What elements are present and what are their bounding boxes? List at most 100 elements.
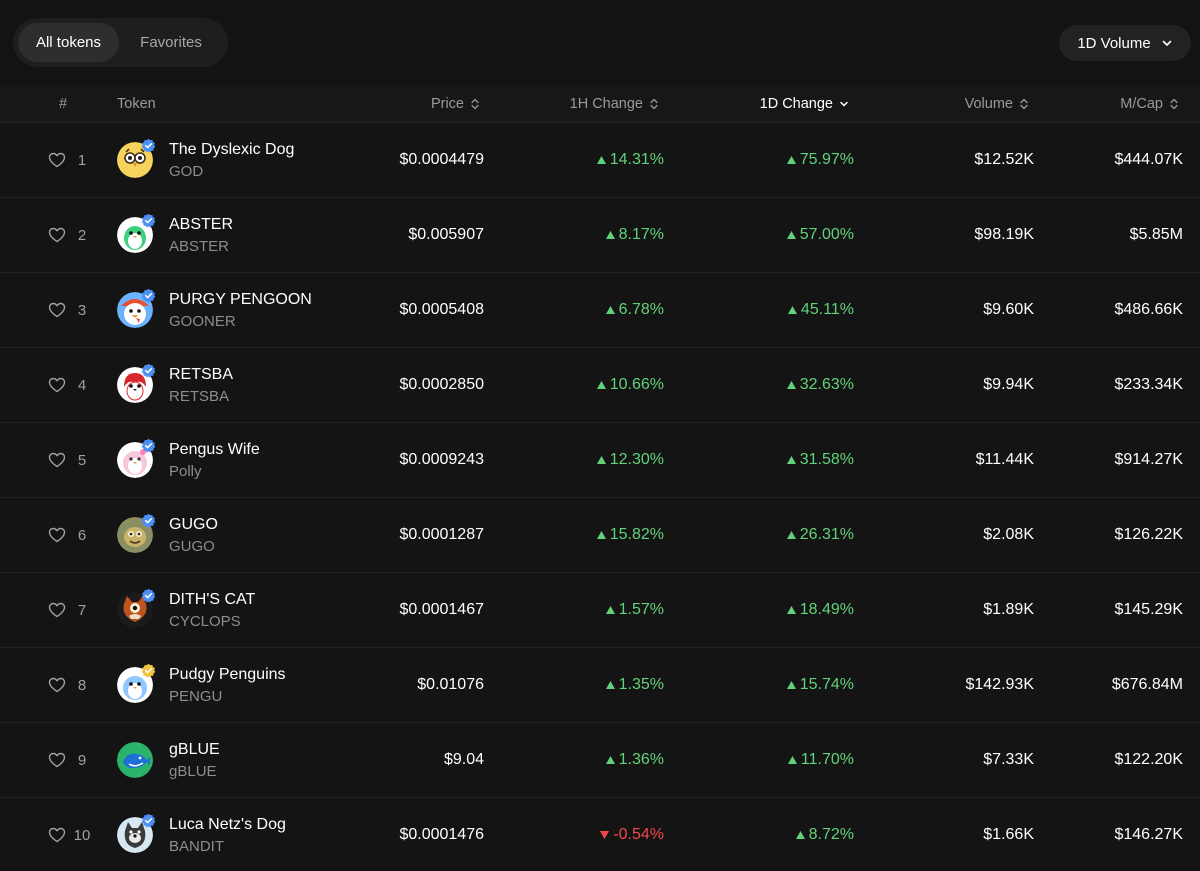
table-row[interactable]: 1 The Dyslexic Dog GOD $0.0004479 14.31% 75.9…	[0, 123, 1200, 198]
favorite-button[interactable]	[46, 273, 68, 347]
token-symbol: CYCLOPS	[169, 612, 241, 630]
column-price-label: Price	[430, 96, 464, 112]
change-1h: 15.82%	[514, 498, 664, 572]
column-mcap[interactable]: M/Cap	[1120, 85, 1179, 123]
token-info[interactable]: Luca Netz's Dog BANDIT	[169, 798, 369, 871]
token-avatar	[117, 138, 156, 178]
favorite-button[interactable]	[46, 723, 68, 797]
triangle-up-icon	[605, 606, 615, 614]
change-1d-value: 75.97%	[799, 151, 854, 168]
favorite-button[interactable]	[46, 198, 68, 272]
triangle-up-icon	[786, 156, 796, 164]
heart-icon	[48, 527, 66, 543]
change-1h: 6.78%	[514, 273, 664, 347]
token-info[interactable]: gBLUE gBLUE	[169, 723, 369, 797]
token-info[interactable]: PURGY PENGOON GOONER	[169, 273, 369, 347]
heart-icon	[48, 452, 66, 468]
token-volume: $1.66K	[983, 826, 1034, 843]
token-avatar-cell	[117, 798, 156, 871]
blue-penguin-icon	[117, 667, 153, 703]
sort-icon	[650, 98, 658, 110]
token-price: $0.0001476	[399, 826, 484, 843]
token-info[interactable]: RETSBA RETSBA	[169, 348, 369, 422]
token-avatar-cell	[117, 273, 156, 347]
token-symbol: ABSTER	[169, 237, 230, 255]
volume-select-label: 1D Volume	[1077, 34, 1151, 52]
token-info[interactable]: GUGO GUGO	[169, 498, 369, 572]
triangle-down-icon	[600, 831, 610, 839]
token-volume: $1.89K	[983, 601, 1034, 618]
token-name: RETSBA	[169, 365, 234, 383]
token-symbol: GOD	[169, 162, 204, 180]
rank-number: 10	[73, 826, 91, 844]
triangle-up-icon	[787, 306, 797, 314]
table-row[interactable]: 7 DITH'S CAT CYCLOPS $0.0001467 1.57% 18.49% $…	[0, 573, 1200, 648]
token-price: $0.0001287	[399, 526, 484, 543]
favorite-button[interactable]	[46, 648, 68, 722]
token-symbol: GUGO	[169, 537, 215, 555]
favorite-button[interactable]	[46, 573, 68, 647]
change-1d-value: 26.31%	[799, 526, 854, 543]
table-row[interactable]: 9 gBLUE gBLUE $9.04 1.36% 11.70% $7.33K $122.20…	[0, 723, 1200, 798]
change-1h: 12.30%	[514, 423, 664, 497]
table-row[interactable]: 4 RETSBA RETSBA $0.0002850 10.66% 32.63% $9.94…	[0, 348, 1200, 423]
heart-icon	[48, 827, 66, 843]
sort-icon	[1170, 98, 1178, 110]
favorite-button[interactable]	[46, 498, 68, 572]
token-symbol: RETSBA	[169, 387, 230, 405]
table-row[interactable]: 8 Pudgy Penguins PENGU $0.01076 1.35% 15.74% $…	[0, 648, 1200, 723]
token-mcap: $914.27K	[1114, 451, 1183, 468]
triangle-up-icon	[596, 456, 606, 464]
table-row[interactable]: 3 PURGY PENGOON GOONER $0.0005408 6.78% 45.11…	[0, 273, 1200, 348]
column-change-1d-label: 1D Change	[759, 96, 833, 112]
token-volume: $12.52K	[974, 151, 1034, 168]
token-name: ABSTER	[169, 215, 234, 233]
token-filter-tabs: All tokens Favorites	[13, 18, 228, 67]
column-token: Token	[117, 96, 156, 112]
token-symbol: PENGU	[169, 687, 223, 705]
token-mcap: $444.07K	[1114, 151, 1183, 168]
token-info[interactable]: The Dyslexic Dog GOD	[169, 123, 369, 197]
table-row[interactable]: 5 Pengus Wife Polly $0.0009243 12.30% 31.58% $…	[0, 423, 1200, 498]
heart-icon	[48, 152, 66, 168]
token-info[interactable]: DITH'S CAT CYCLOPS	[169, 573, 369, 647]
token-avatar	[117, 742, 153, 778]
change-1d: 11.70%	[704, 723, 854, 797]
tab-favorites[interactable]: Favorites	[140, 34, 202, 51]
token-mcap: $122.20K	[1114, 751, 1183, 768]
token-info[interactable]: Pengus Wife Polly	[169, 423, 369, 497]
token-avatar-cell	[117, 648, 156, 722]
favorite-button[interactable]	[46, 348, 68, 422]
change-1h: 8.17%	[514, 198, 664, 272]
tab-all-tokens[interactable]: All tokens	[18, 23, 119, 62]
token-symbol: GOONER	[169, 312, 236, 330]
table-row[interactable]: 10 Luca Netz's Dog BANDIT $0.0001476 -0.54% 8…	[0, 798, 1200, 871]
token-price: $0.0001467	[399, 601, 484, 618]
green-penguin-icon	[117, 217, 153, 253]
favorite-button[interactable]	[46, 423, 68, 497]
token-mcap: $145.29K	[1114, 601, 1183, 618]
token-info[interactable]: ABSTER ABSTER	[169, 198, 369, 272]
column-change-1h[interactable]: 1H Change	[570, 85, 659, 123]
favorite-button[interactable]	[46, 798, 68, 871]
volume-period-select[interactable]: 1D Volume	[1059, 25, 1191, 61]
column-price[interactable]: Price	[431, 85, 480, 123]
token-symbol: gBLUE	[169, 762, 217, 780]
triangle-up-icon	[786, 381, 796, 389]
token-avatar	[117, 813, 156, 853]
token-avatar	[117, 213, 156, 253]
token-name: GUGO	[169, 515, 218, 533]
favorite-button[interactable]	[46, 123, 68, 197]
change-1d: 8.72%	[704, 798, 854, 871]
rank-number: 6	[77, 526, 87, 544]
capped-penguin-icon	[117, 292, 153, 328]
table-row[interactable]: 2 ABSTER ABSTER $0.005907 8.17% 57.00% $98.19K…	[0, 198, 1200, 273]
token-name: DITH'S CAT	[169, 590, 256, 608]
token-volume: $9.94K	[983, 376, 1034, 393]
token-info[interactable]: Pudgy Penguins PENGU	[169, 648, 369, 722]
red-penguin-icon	[117, 367, 153, 403]
column-change-1d[interactable]: 1D Change	[760, 85, 849, 123]
column-volume[interactable]: Volume	[965, 85, 1029, 123]
token-avatar	[117, 438, 156, 478]
table-row[interactable]: 6 GUGO GUGO $0.0001287 15.82% 26.31% $2.08K $12…	[0, 498, 1200, 573]
